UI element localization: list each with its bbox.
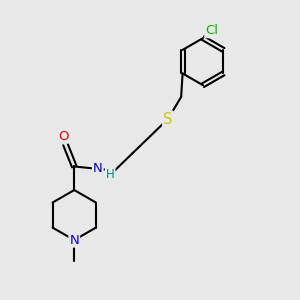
Text: N: N <box>69 234 79 247</box>
Text: O: O <box>59 130 69 143</box>
Text: H: H <box>106 168 115 181</box>
Text: S: S <box>163 112 172 127</box>
Text: Cl: Cl <box>205 24 218 37</box>
Text: N: N <box>93 162 103 175</box>
